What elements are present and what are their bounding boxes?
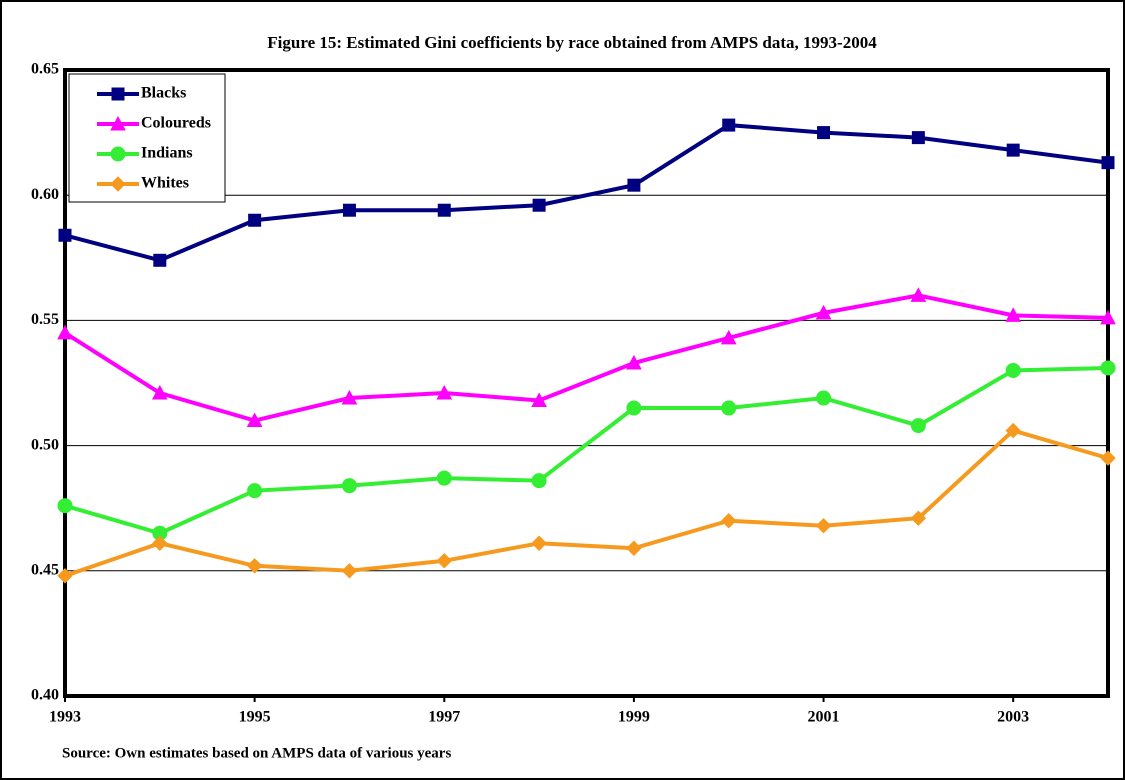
x-tick-label: 1995	[239, 709, 271, 726]
marker	[627, 178, 641, 192]
marker	[1005, 362, 1021, 378]
marker	[910, 418, 926, 434]
marker	[153, 253, 167, 267]
marker	[437, 203, 451, 217]
marker	[58, 228, 72, 242]
marker	[1101, 156, 1115, 170]
legend-box	[68, 73, 226, 203]
marker	[910, 510, 927, 526]
marker	[815, 304, 832, 320]
marker	[1100, 309, 1116, 325]
marker	[342, 203, 356, 217]
x-tick-label: 1999	[618, 709, 650, 726]
marker	[248, 213, 262, 227]
marker	[341, 478, 357, 494]
marker	[626, 354, 642, 370]
marker	[531, 392, 547, 408]
marker	[816, 390, 832, 406]
y-tick-label: 0.65	[31, 61, 59, 78]
y-tick-label: 0.60	[31, 186, 59, 203]
marker	[1006, 143, 1020, 157]
marker	[110, 176, 126, 192]
marker	[1100, 360, 1116, 376]
y-tick-label: 0.55	[31, 311, 59, 328]
legend-label: Blacks	[141, 85, 186, 102]
marker	[57, 324, 73, 340]
marker	[721, 400, 737, 416]
marker	[57, 498, 73, 514]
marker	[531, 473, 547, 489]
marker	[247, 483, 263, 499]
series-line	[64, 428, 1109, 578]
series-line	[64, 123, 1109, 263]
marker	[910, 287, 927, 302]
marker	[341, 563, 358, 579]
marker	[815, 518, 832, 534]
marker	[341, 389, 358, 405]
marker	[626, 400, 642, 416]
x-tick-label: 2001	[808, 709, 840, 726]
marker	[436, 384, 453, 400]
marker	[246, 412, 263, 428]
marker	[532, 198, 546, 212]
marker	[110, 146, 126, 162]
marker	[722, 118, 736, 132]
series-line	[63, 293, 1109, 423]
legend-label: Whites	[141, 175, 189, 192]
marker	[720, 329, 737, 345]
legend-label: Indians	[141, 145, 193, 162]
marker	[1005, 422, 1021, 439]
y-tick-label: 0.50	[31, 436, 59, 453]
marker	[436, 553, 452, 569]
marker	[911, 131, 925, 145]
marker	[151, 384, 168, 400]
marker	[152, 535, 168, 551]
series-line	[64, 365, 1109, 536]
marker	[531, 535, 547, 551]
marker	[1100, 450, 1116, 466]
legend: Blacks Coloureds Indians Whites	[68, 73, 226, 203]
marker	[721, 513, 737, 529]
marker	[57, 568, 73, 584]
marker	[110, 115, 126, 131]
legend-label: Coloureds	[141, 115, 211, 132]
y-tick-label: 0.45	[31, 561, 59, 578]
marker	[246, 558, 263, 574]
plot-area	[63, 68, 1110, 698]
marker	[626, 540, 642, 556]
x-tick-label: 2003	[997, 709, 1029, 726]
x-tick-label: 1997	[428, 709, 460, 726]
source-note: Source: Own estimates based on AMPS data…	[62, 745, 451, 761]
x-tick-label: 1993	[49, 709, 81, 726]
marker	[1005, 307, 1022, 322]
chart-title: Figure 15: Estimated Gini coefficients b…	[267, 33, 877, 52]
marker	[111, 87, 125, 101]
marker	[817, 126, 831, 140]
y-tick-label: 0.40	[31, 687, 59, 704]
marker	[436, 470, 452, 486]
